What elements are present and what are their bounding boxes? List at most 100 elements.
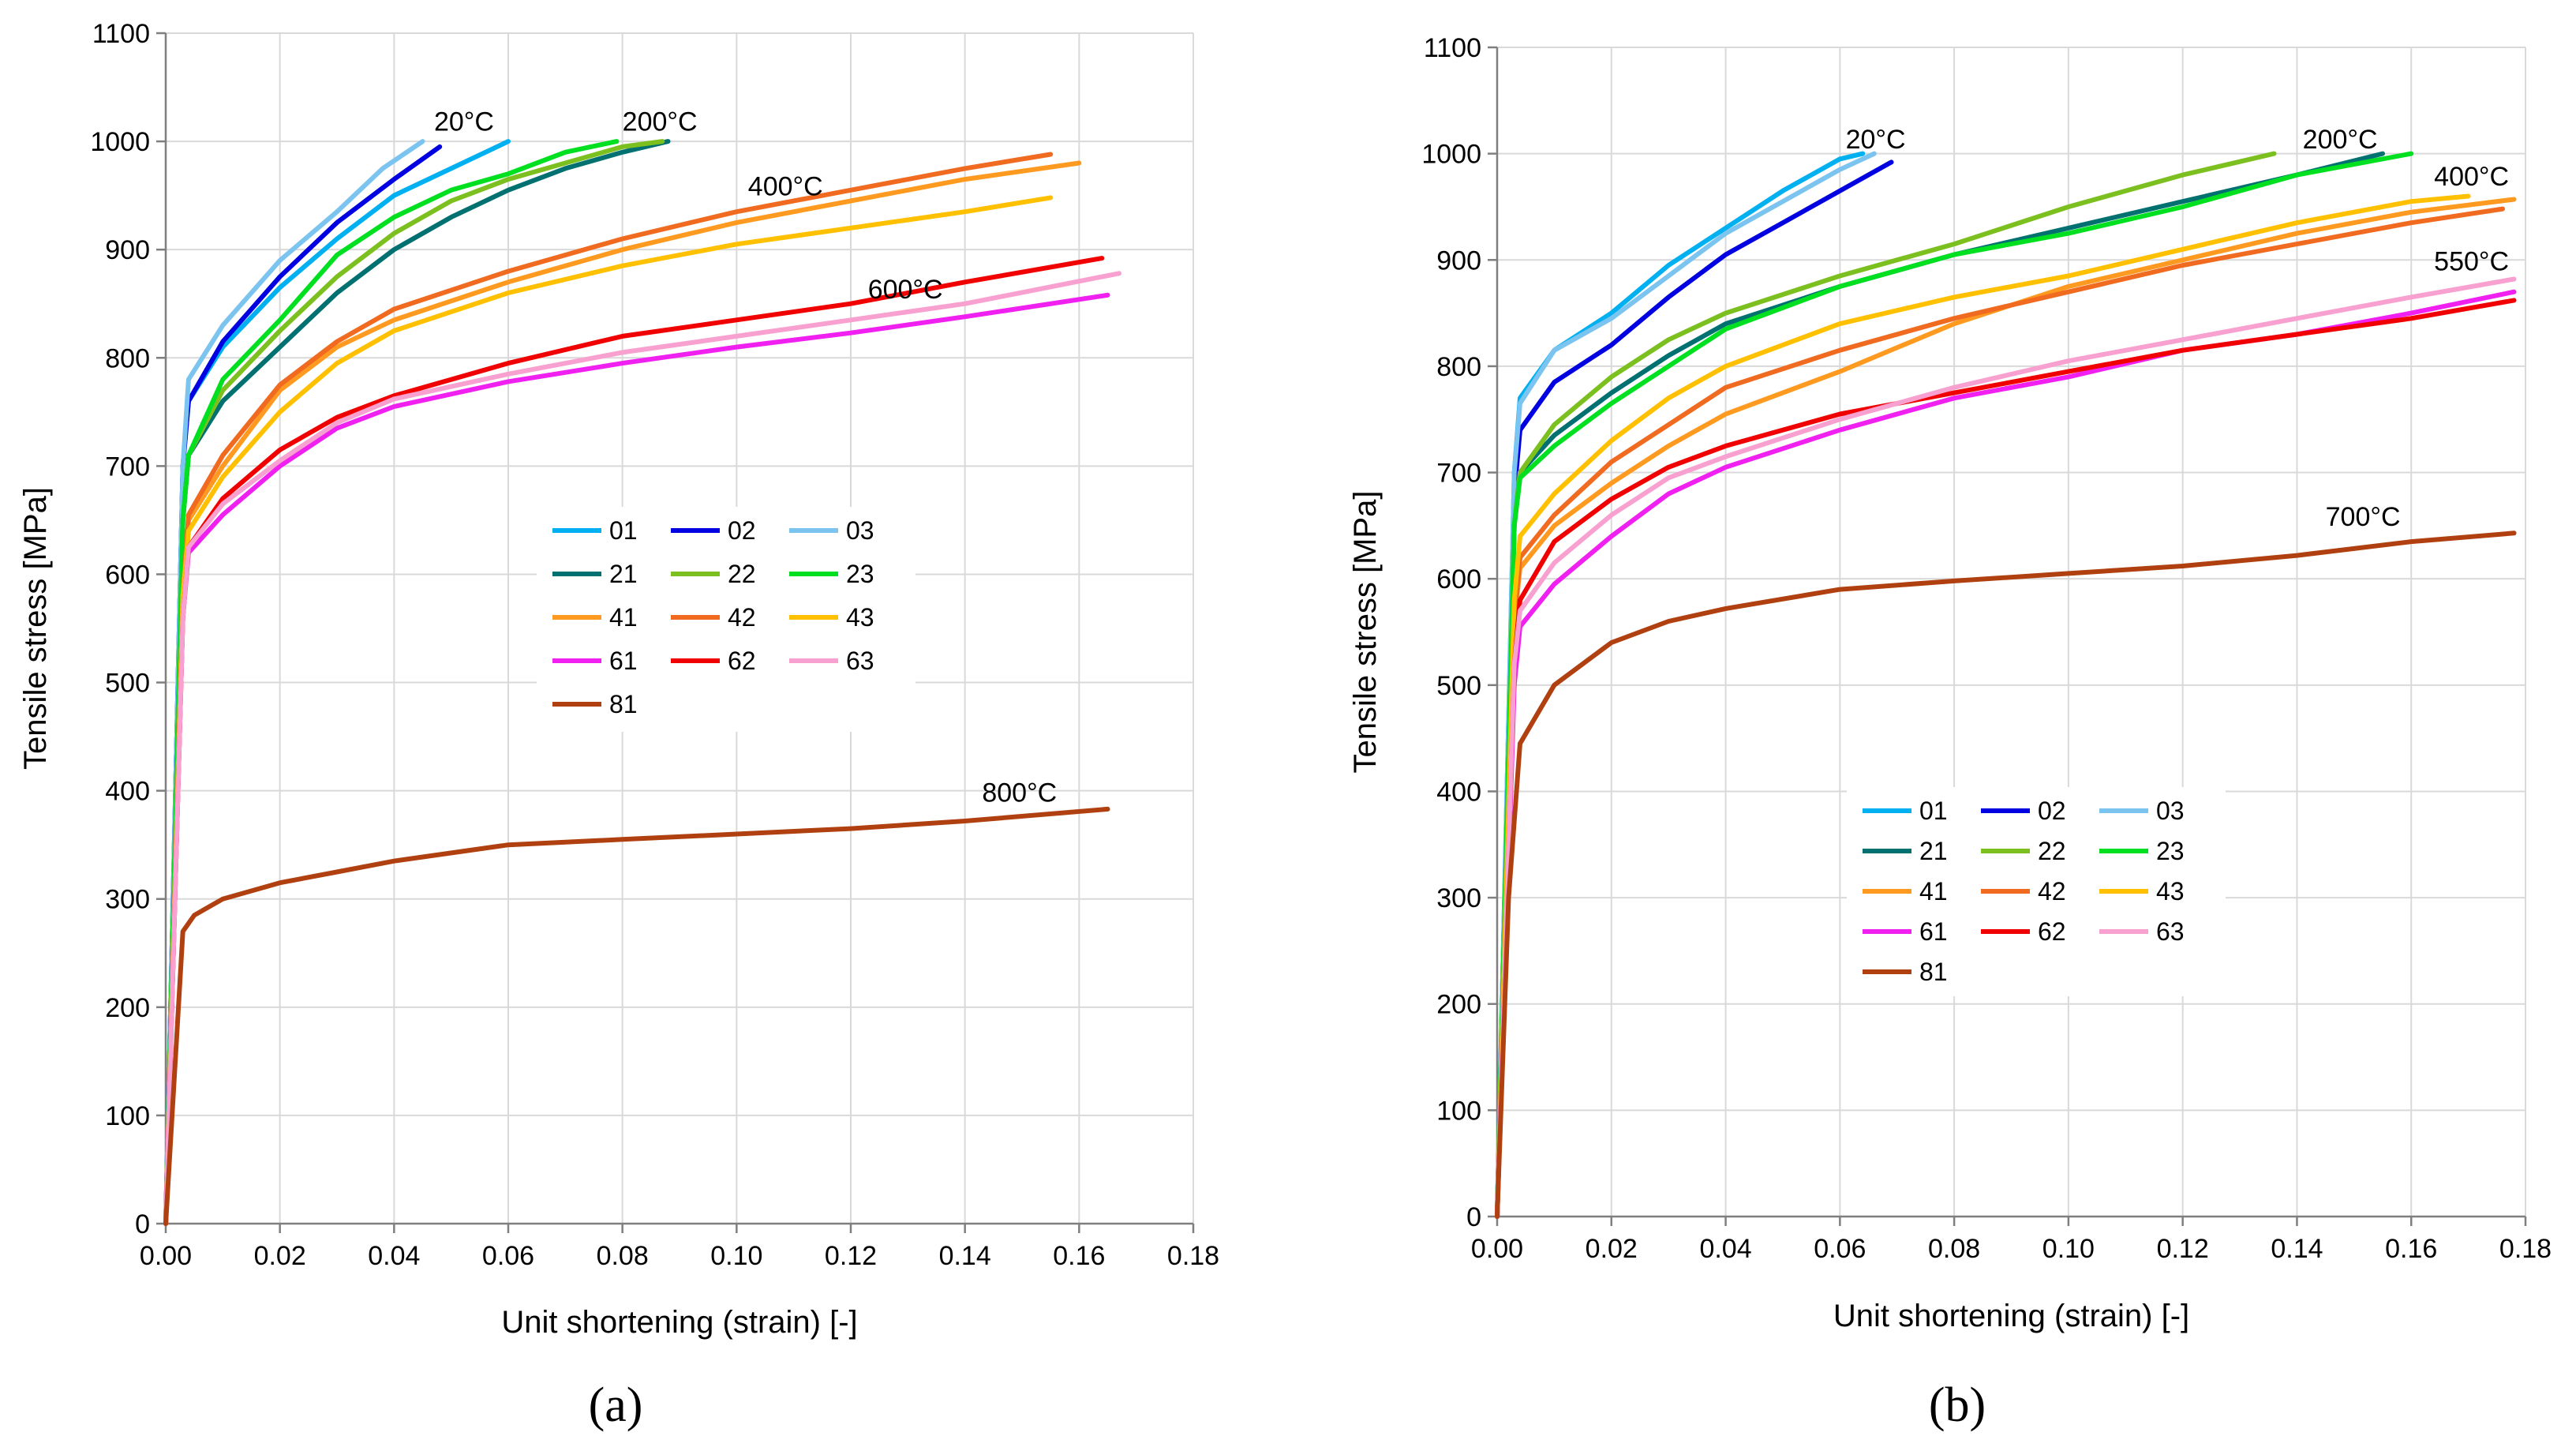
panel-a-temperature-label: 400°C: [748, 172, 823, 202]
panel-b-y-tick-label: 100: [1436, 1096, 1481, 1126]
panel-a-panel-label: (a): [589, 1378, 643, 1432]
panel-a-y-tick-label: 500: [105, 669, 150, 699]
panel-b-chart: 0 100 200 300 400 500 600 700 800 900 1000 1100 0.00…: [1348, 33, 2552, 1432]
panel-a-x-tick-label: 0.12: [825, 1241, 877, 1271]
panel-a-temperature-label: 800°C: [982, 778, 1057, 808]
panel-b-legend-label-81: 81: [1919, 958, 1948, 986]
panel-b-y-axis-label: Tensile stress [MPa]: [1348, 491, 1383, 774]
panel-b-series-63-line: [1495, 276, 2517, 1219]
panel-b-legend-label-42: 42: [2038, 877, 2066, 905]
panel-b-temperature-label: 550°C: [2434, 247, 2509, 277]
panel-b-x-tick-label: 0.12: [2157, 1234, 2209, 1264]
panel-b-x-tick-label: 0.10: [2042, 1234, 2095, 1264]
panel-b-y-tick-label: 900: [1436, 246, 1481, 276]
panel-b-y-tick-label: 1000: [1421, 140, 1481, 170]
panel-b-y-tick-label: 300: [1436, 883, 1481, 913]
panel-b-y-tick-label: 800: [1436, 352, 1481, 382]
panel-a-x-axis-label: Unit shortening (strain) [-]: [501, 1305, 857, 1340]
panel-a-x-tick-label: 0.06: [482, 1241, 534, 1271]
panel-b-x-tick-label: 0.00: [1471, 1234, 1523, 1264]
panel-b-legend-label-61: 61: [1919, 917, 1948, 946]
panel-a-y-tick-label: 300: [105, 885, 150, 915]
panel-b-y-tick-label: 1100: [1424, 33, 1481, 63]
panel-b-series-02-line: [1495, 159, 1894, 1219]
panel-a-y-tick-label: 100: [105, 1101, 150, 1131]
panel-b-y-tick-label: 600: [1436, 564, 1481, 594]
panel-a-legend-label-03: 03: [846, 516, 874, 545]
panel-b-legend-label-63: 63: [2156, 917, 2185, 946]
panel-a-legend-label-43: 43: [846, 603, 874, 632]
panel-b-temperature-label: 400°C: [2434, 162, 2509, 192]
panel-b-temperature-label: 700°C: [2326, 502, 2401, 532]
panel-a-series-43-line: [163, 195, 1054, 1226]
panel-b-series-62-line: [1495, 298, 2517, 1219]
panel-b-y-tick-label: 400: [1436, 777, 1481, 807]
panel-b-series-81-line: [1495, 531, 2517, 1219]
panel-a-temperature-label: 600°C: [868, 275, 943, 305]
panel-a-legend: 01 02 03 21 22 23 41 42 43 61 62 63 81: [537, 507, 915, 732]
panel-b-y-tick-label: 200: [1436, 990, 1481, 1020]
panel-b-legend: 01 02 03 21 22 23 41 42 43 61 62 63 81: [1847, 787, 2226, 996]
panel-a-y-tick-label: 1100: [92, 19, 150, 49]
panel-b-legend-label-43: 43: [2156, 877, 2185, 905]
panel-b-y-tick-label: 0: [1466, 1202, 1481, 1232]
panel-a-legend-label-63: 63: [846, 647, 874, 675]
panel-b-legend-label-62: 62: [2038, 917, 2066, 946]
panel-b-series-41-line: [1495, 197, 2517, 1219]
panel-a-legend-label-21: 21: [609, 560, 638, 588]
panel-b-y-tick-label: 700: [1436, 459, 1481, 489]
panel-b-legend-label-21: 21: [1919, 837, 1948, 865]
panel-a-chart: 0 100 200 300 400 500 600 700 800 900 1000 1100 0.00…: [18, 19, 1219, 1432]
panel-a-x-tick-label: 0.04: [368, 1241, 420, 1271]
panel-a-y-tick-label: 0: [135, 1209, 150, 1239]
panel-b-x-tick-label: 0.04: [1699, 1234, 1751, 1264]
panel-a-x-tick-label: 0.18: [1167, 1241, 1219, 1271]
panel-a-series-81-line: [163, 806, 1110, 1226]
panel-b-panel-label: (b): [1929, 1378, 1986, 1432]
panel-a-series-23-line: [163, 139, 620, 1226]
panel-b-y-tick-label: 500: [1436, 671, 1481, 701]
panel-a-series-03-line: [163, 139, 425, 1226]
panel-a-y-tick-label: 200: [105, 993, 150, 1023]
panel-b-series-43-line: [1495, 193, 2471, 1219]
panel-b-x-axis-label: Unit shortening (strain) [-]: [1833, 1299, 2189, 1333]
panel-a-x-tick-label: 0.10: [710, 1241, 762, 1271]
panel-a-legend-label-42: 42: [728, 603, 756, 632]
panel-b-x-tick-label: 0.18: [2499, 1234, 2552, 1264]
panel-b-series-23-line: [1495, 151, 2414, 1219]
panel-a-legend-label-41: 41: [609, 603, 638, 632]
panel-a-y-tick-label: 800: [105, 343, 150, 373]
panel-b-x-tick-label: 0.14: [2271, 1234, 2323, 1264]
panel-a-x-tick-label: 0.14: [939, 1241, 991, 1271]
panel-a-temperature-label: 200°C: [623, 107, 698, 137]
panel-b-legend-label-23: 23: [2156, 837, 2185, 865]
panel-b-series-61-line: [1495, 289, 2517, 1219]
panel-a-legend-label-23: 23: [846, 560, 874, 588]
panel-b-series-03-line: [1495, 151, 1877, 1219]
panel-a-x-tick-label: 0.16: [1053, 1241, 1105, 1271]
panel-a-legend-label-02: 02: [728, 516, 756, 545]
panel-a-legend-label-22: 22: [728, 560, 756, 588]
panel-a-temperature-label: 20°C: [434, 107, 494, 137]
panel-b-temperature-label: 20°C: [1846, 125, 1906, 155]
panel-a-y-tick-label: 400: [105, 777, 150, 807]
panel-b-legend-label-01: 01: [1919, 797, 1948, 825]
panel-b-legend-label-03: 03: [2156, 797, 2185, 825]
panel-a-legend-label-61: 61: [609, 647, 638, 675]
panel-a-legend-label-81: 81: [609, 690, 638, 718]
panel-a-x-tick-label: 0.08: [597, 1241, 649, 1271]
panel-a-x-tick-label: 0.00: [140, 1241, 192, 1271]
panel-b-legend-label-22: 22: [2038, 837, 2066, 865]
panel-a-y-axis-label: Tensile stress [MPa]: [18, 487, 53, 770]
panel-b-legend-label-02: 02: [2038, 797, 2066, 825]
panel-a-y-tick-label: 900: [105, 235, 150, 265]
panel-a-series-63-line: [163, 271, 1121, 1226]
panel-b-x-tick-label: 0.06: [1814, 1234, 1866, 1264]
panel-b-temperature-label: 200°C: [2303, 125, 2378, 155]
panel-b-series-42-line: [1495, 206, 2505, 1219]
panel-b-x-tick-label: 0.08: [1928, 1234, 1980, 1264]
panel-a-y-tick-label: 600: [105, 560, 150, 590]
panel-a-legend-label-01: 01: [609, 516, 638, 545]
panel-a-legend-label-62: 62: [728, 647, 756, 675]
